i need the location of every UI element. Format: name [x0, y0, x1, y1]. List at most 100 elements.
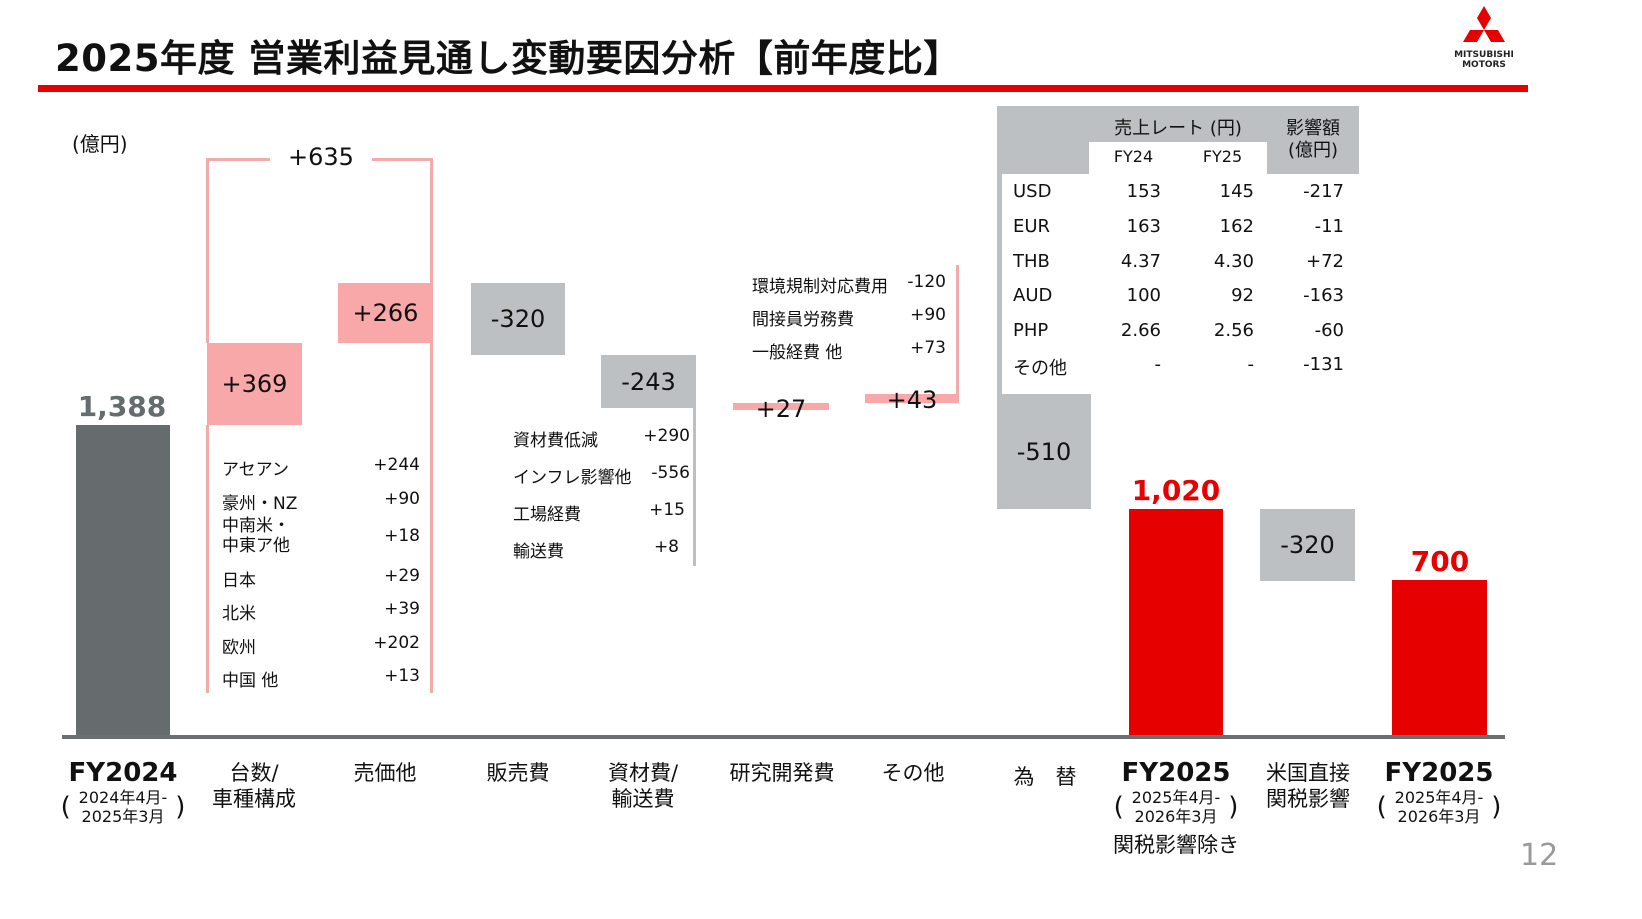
- category-tariff: 米国直接 関税影響: [1248, 760, 1368, 812]
- detail-value: +290: [643, 426, 690, 446]
- fx-currency: EUR: [1013, 216, 1051, 237]
- price-other-bar: [338, 283, 433, 343]
- category-line1: 台数/: [229, 761, 279, 785]
- fx-fy24: 163: [1126, 216, 1161, 237]
- fx-fy24: 2.66: [1120, 320, 1161, 341]
- volume-detail-row: 中国 他 +13: [222, 666, 420, 691]
- period-line2: 2026年3月: [1397, 807, 1481, 826]
- detail-label: 中南米・ 中東ア他: [222, 516, 290, 556]
- fx-currency: AUD: [1013, 285, 1053, 306]
- category-line1: 売価他: [353, 761, 417, 785]
- material-detail-row: 工場経費 +15: [513, 500, 685, 525]
- category-volume-mix: 台数/ 車種構成: [194, 760, 314, 812]
- volume-detail-left-line: [206, 425, 209, 693]
- category-title: FY2025: [1121, 758, 1231, 788]
- category-fy2025-excl: FY2025 (2025年4月- 2026年3月) 関税影響除き: [1101, 758, 1251, 858]
- fy2025-excl-tariff-bar: [1129, 509, 1223, 736]
- rnd-bar: [733, 403, 829, 410]
- detail-label: 一般経費 他: [752, 343, 843, 363]
- volume-detail-row: 中南米・ 中東ア他 +18: [222, 516, 420, 556]
- detail-value: +29: [384, 566, 420, 586]
- fx-header-impact: 影響額 (億円): [1273, 118, 1353, 162]
- category-line2: 輸送費: [611, 787, 675, 811]
- detail-label: 日本: [222, 571, 256, 591]
- category-fx: 為 替: [985, 764, 1105, 790]
- detail-label: 間接員労務費: [752, 310, 854, 330]
- other-detail-row: 間接員労務費 +90: [752, 305, 946, 330]
- other-value: +43: [886, 386, 938, 414]
- category-period: (2024年4月- 2025年3月): [60, 788, 186, 826]
- other-detail-row: 環境規制対応費用 -120: [752, 272, 946, 297]
- material-cost-bar: [601, 355, 696, 408]
- volume-detail-row: 日本 +29: [222, 566, 420, 591]
- fx-header-impact-line2: (億円): [1287, 140, 1339, 161]
- volume-detail-row: 北米 +39: [222, 599, 420, 624]
- unit-label: (億円): [72, 132, 128, 156]
- tariff-value: -320: [1280, 531, 1335, 559]
- period-line2: 2025年3月: [81, 807, 165, 826]
- fx-fy25: 145: [1219, 181, 1254, 202]
- detail-value: +15: [649, 500, 685, 520]
- selling-cost-bar: [471, 283, 565, 355]
- fx-impact: -131: [1303, 354, 1344, 375]
- x-axis-line: [62, 735, 1505, 739]
- detail-value: +202: [373, 633, 420, 653]
- category-line1: 為 替: [1013, 765, 1077, 789]
- category-line2: 車種構成: [212, 787, 296, 811]
- material-detail-line: [693, 408, 696, 566]
- detail-label: 資材費低減: [513, 431, 598, 451]
- fx-currency: THB: [1013, 251, 1050, 272]
- fx-rate-table: 売上レート (円) 影響額 (億円) FY24 FY25 USD 153 145…: [997, 106, 1359, 394]
- category-note: 関税影響除き: [1113, 833, 1239, 857]
- category-title: FY2024: [68, 758, 178, 788]
- detail-value: +90: [384, 489, 420, 509]
- fx-impact: +72: [1306, 251, 1344, 272]
- category-rnd: 研究開発費: [717, 760, 847, 786]
- detail-label: 環境規制対応費用: [752, 277, 888, 297]
- volume-detail-row: 欧州 +202: [222, 633, 420, 658]
- fx-fy25: 2.56: [1213, 320, 1254, 341]
- fy2025-bar: [1392, 580, 1487, 736]
- detail-label: 豪州・NZ: [222, 494, 298, 514]
- fx-bar: [997, 394, 1091, 509]
- fx-fy25: 4.30: [1213, 251, 1254, 272]
- three-diamonds-icon: [1463, 6, 1505, 42]
- fx-fy24: 100: [1126, 285, 1161, 306]
- category-material: 資材費/ 輸送費: [583, 760, 703, 812]
- detail-value: +244: [373, 455, 420, 475]
- category-line1: 研究開発費: [729, 761, 835, 785]
- fx-fy25: 92: [1231, 285, 1254, 306]
- detail-value: +90: [910, 305, 946, 325]
- title-underline: [38, 85, 1528, 92]
- period-line1: 2025年4月-: [1131, 788, 1221, 807]
- detail-label: インフレ影響他: [513, 468, 632, 488]
- category-period: (2025年4月- 2026年3月): [1376, 788, 1502, 826]
- fx-fy25: 162: [1219, 216, 1254, 237]
- fy2025-excl-value-label: 1,020: [1131, 474, 1221, 507]
- fx-fy24: -: [1154, 354, 1162, 375]
- bracket-right-line: [430, 158, 433, 283]
- category-other: その他: [853, 760, 973, 786]
- material-cost-value: -243: [621, 367, 676, 396]
- volume-mix-bar: [207, 343, 302, 425]
- detail-label: 北米: [222, 604, 256, 624]
- fx-currency: PHP: [1013, 320, 1049, 341]
- detail-value: +18: [384, 526, 420, 546]
- fx-impact: -60: [1314, 320, 1344, 341]
- brand-logo-text: MITSUBISHI MOTORS: [1446, 50, 1522, 70]
- detail-label: 欧州: [222, 638, 256, 658]
- selling-cost-value: -320: [490, 305, 546, 333]
- detail-label: アセアン: [222, 460, 289, 480]
- fx-fy25: -: [1247, 354, 1255, 375]
- brand-line-2: MOTORS: [1462, 60, 1506, 70]
- fx-table-left-border: [997, 174, 1002, 394]
- fx-impact: -163: [1303, 285, 1344, 306]
- detail-value: -120: [907, 272, 946, 292]
- detail-value: -556: [651, 463, 690, 483]
- category-fy2024: FY2024 (2024年4月- 2025年3月): [48, 758, 198, 828]
- detail-value: +39: [384, 599, 420, 619]
- fx-col-fy25: FY25: [1202, 147, 1243, 166]
- material-detail-row: 輸送費 +8: [513, 537, 679, 562]
- period-line1: 2025年4月-: [1394, 788, 1484, 807]
- category-selling: 販売費: [458, 760, 578, 786]
